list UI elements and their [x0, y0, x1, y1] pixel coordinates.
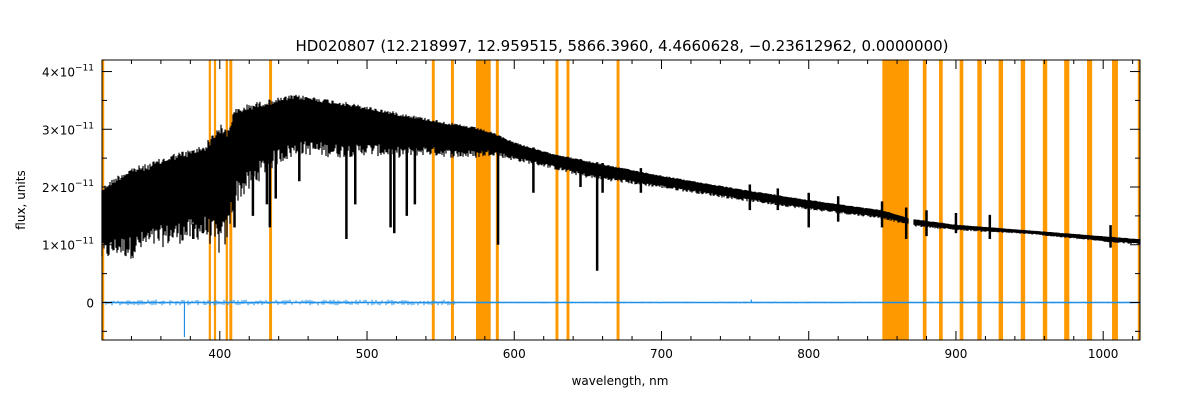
masked-region — [922, 60, 927, 340]
x-tick-label: 700 — [650, 347, 673, 361]
masked-region — [1137, 60, 1140, 340]
masked-region — [1042, 60, 1048, 340]
masked-region — [431, 60, 435, 340]
x-tick-label: 600 — [503, 347, 526, 361]
masked-region — [998, 60, 1004, 340]
x-tick-label: 900 — [945, 347, 968, 361]
flux-series — [101, 94, 1141, 271]
y-axis-label: flux, units — [14, 170, 28, 229]
flux-trace — [101, 94, 1141, 259]
masked-region — [1020, 60, 1026, 340]
masked-region — [959, 60, 964, 340]
y-tick-label: 2×10−11 — [42, 179, 94, 195]
x-tick-label: 400 — [208, 347, 231, 361]
x-tick-label: 500 — [356, 347, 379, 361]
y-tick-label: 4×10−11 — [42, 64, 94, 80]
masked-region — [939, 60, 943, 340]
masked-regions — [102, 60, 1140, 340]
y-tick-label: 0 — [86, 296, 94, 310]
masked-region — [555, 60, 559, 340]
masked-region — [1112, 60, 1118, 340]
y-tick-label: 3×10−11 — [42, 121, 94, 137]
x-axis-label: wavelength, nm — [572, 374, 669, 388]
masked-region — [566, 60, 570, 340]
masked-region — [1064, 60, 1070, 340]
y-tick-label: 1×10−11 — [42, 237, 94, 253]
x-tick-label: 800 — [797, 347, 820, 361]
plot-frame — [101, 59, 1141, 341]
x-tick-label: 1000 — [1088, 347, 1119, 361]
residual-series — [101, 299, 1141, 338]
masked-region — [977, 60, 982, 340]
masked-region — [475, 60, 491, 340]
masked-region — [882, 60, 909, 340]
masked-region — [616, 60, 620, 340]
axes: 400 500 600 700 800 900 1000 4×10−11 3×10−11 2×10… — [42, 59, 1141, 361]
masked-region — [1086, 60, 1093, 340]
chart-title: HD020807 (12.218997, 12.959515, 5866.396… — [295, 37, 948, 55]
masked-region — [450, 60, 454, 340]
